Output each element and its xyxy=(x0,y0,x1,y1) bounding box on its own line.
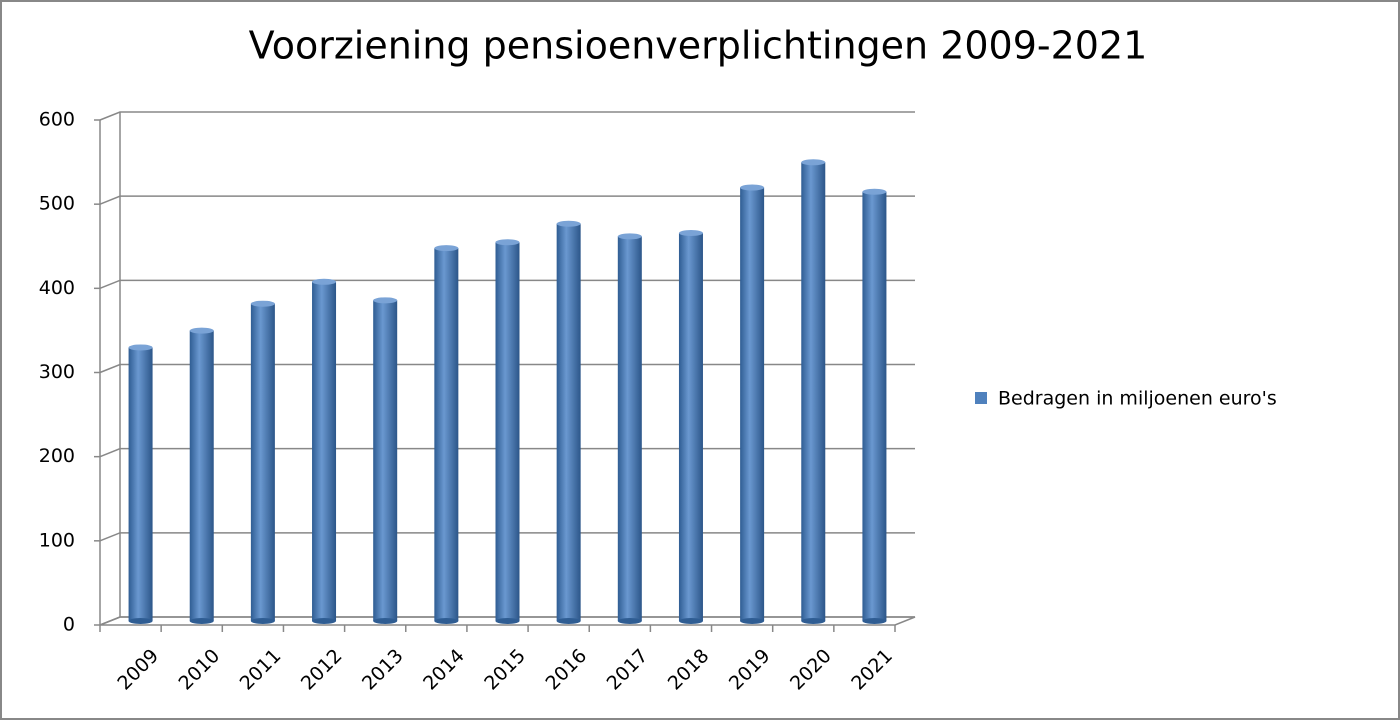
bar-top xyxy=(556,220,581,227)
bar xyxy=(617,236,642,621)
bar-base xyxy=(189,618,214,624)
grid-line xyxy=(99,616,915,626)
bar xyxy=(373,300,398,621)
bar xyxy=(189,330,214,621)
bar xyxy=(678,232,703,621)
y-tick-label: 500 xyxy=(39,193,75,215)
grid-line xyxy=(99,195,915,205)
bar xyxy=(495,242,520,621)
bar xyxy=(312,281,337,621)
bar-top xyxy=(495,239,520,246)
bar-top xyxy=(862,188,887,195)
bar-base xyxy=(678,618,703,624)
bar-top xyxy=(312,278,337,285)
grid-line xyxy=(99,111,915,121)
bar-top xyxy=(189,327,214,334)
bar-top xyxy=(373,297,398,304)
legend-swatch xyxy=(975,392,987,404)
bar xyxy=(556,223,581,621)
bar-base xyxy=(128,618,153,624)
bar-top xyxy=(128,344,153,351)
bar-base xyxy=(250,618,275,624)
y-tick-label: 200 xyxy=(39,445,75,467)
grid-line xyxy=(99,279,915,290)
bar xyxy=(250,303,275,621)
bar-top xyxy=(617,233,642,240)
bar xyxy=(801,162,826,621)
bar-base xyxy=(556,618,581,624)
bar-top xyxy=(678,229,703,236)
bar xyxy=(434,248,459,621)
y-tick-label: 300 xyxy=(39,361,75,383)
y-tick-label: 600 xyxy=(39,109,75,131)
bar xyxy=(128,347,153,621)
grid-line xyxy=(99,447,915,458)
bar-base xyxy=(373,618,398,624)
y-tick-label: 0 xyxy=(63,614,75,636)
bar-base xyxy=(862,618,887,624)
bar-base xyxy=(434,618,459,624)
y-tick-label: 100 xyxy=(39,529,75,551)
grid-line xyxy=(99,363,915,374)
bar-base xyxy=(740,618,765,624)
bar-base xyxy=(617,618,642,624)
bar-top xyxy=(801,159,826,166)
bar-base xyxy=(312,618,337,624)
chart-title: Voorziening pensioenverplichtingen 2009-… xyxy=(249,24,1148,68)
bar xyxy=(740,187,765,621)
bar-top xyxy=(740,184,765,191)
bar-base xyxy=(801,618,826,624)
legend-label: Bedragen in miljoenen euro's xyxy=(998,388,1277,410)
bar xyxy=(862,191,887,621)
bar-top xyxy=(434,245,459,252)
bar-top xyxy=(250,300,275,307)
bar-base xyxy=(495,618,520,624)
grid-line xyxy=(99,532,915,542)
y-tick-label: 400 xyxy=(39,277,75,299)
